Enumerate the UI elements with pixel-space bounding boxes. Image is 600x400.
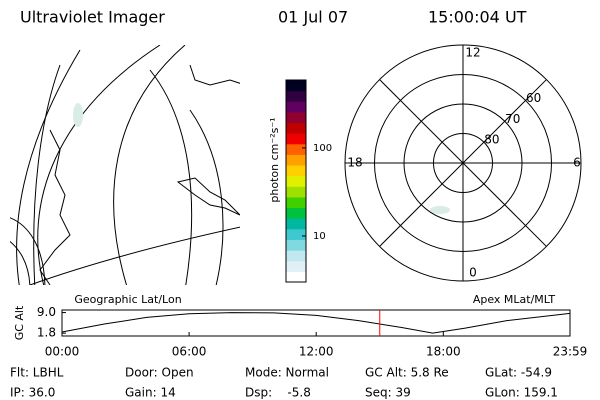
colorbar-label: photon cm⁻²s⁻¹ [268,117,281,202]
colorbar-step [286,133,306,145]
colorbar-step [286,143,306,155]
polar-ring [374,74,552,252]
status-field: GLon: 159.1 [485,386,558,400]
polar-mlt-label: 18 [347,156,362,170]
polar-ring-label: 80 [484,133,499,147]
meridian [37,45,161,285]
status-field: Flt: LBHL [10,366,64,380]
polar-ring [403,103,523,223]
colorbar-tick-label: 10 [313,231,326,242]
meridian [16,49,81,285]
colorbar-step [286,80,306,92]
x-tick-label: 00:00 [45,345,80,359]
parallel [10,217,46,285]
coastline [176,177,240,216]
polar-spoke [379,79,547,247]
altitude-line [61,312,571,334]
x-tick-label: 18:00 [426,345,461,359]
coastline [39,129,71,285]
meridian [149,69,193,285]
colorbar-frame [285,79,307,283]
aurora-patch [430,206,450,214]
aurora-patch [73,103,83,127]
map-label: Geographic Lat/Lon [74,293,181,306]
polar-mlt-label: 0 [469,266,477,280]
status-field: Door: Open [125,366,194,380]
x-tick-label: 06:00 [172,345,207,359]
colorbar-step [286,101,306,113]
time: 15:00:04 UT [428,8,527,27]
colorbar-step [286,228,306,240]
colorbar-tick-label: 100 [313,143,332,154]
date: 01 Jul 07 [278,8,348,27]
colorbar-step [286,186,306,198]
colorbar-step [286,111,306,124]
colorbar-step [286,239,306,251]
polar-label: Apex MLat/MLT [473,293,556,306]
colorbar-step [286,271,306,283]
colorbar-step [286,175,306,187]
colorbar-step [286,165,306,177]
meridian [113,45,186,285]
status-field: GLat: -54.9 [485,366,552,380]
status-field: Seq: 39 [365,386,411,400]
status-field: Gain: 14 [125,386,176,400]
polar-mlt-label: 12 [465,46,480,60]
x-tick-label: 23:59 [553,345,588,359]
y-tick-label: 9.0 [37,305,56,319]
colorbar-step [286,196,306,209]
parallel [29,226,240,285]
colorbar-step [286,122,306,134]
meridian [189,109,224,285]
status-field: Dsp: -5.8 [245,386,311,400]
colorbar-step [286,250,306,262]
coastline [189,64,240,86]
polar-ring-label: 60 [526,91,541,105]
colorbar-step [286,90,306,102]
status-field: IP: 36.0 [10,386,55,400]
colorbar-step [286,260,306,272]
meridian [33,64,61,285]
colorbar-step [286,207,306,219]
title: Ultraviolet Imager [20,8,165,27]
colorbar-step [286,154,306,166]
x-tick-label: 12:00 [299,345,334,359]
parallel [10,240,31,285]
polar-mlt-label: 6 [573,156,581,170]
map [10,45,240,285]
y-tick-label: 1.8 [37,326,56,340]
polar-ring [433,133,493,193]
status-field: Mode: Normal [245,366,329,380]
y-axis-label: GC Alt [13,305,26,340]
colorbar-step [286,218,306,230]
status-field: GC Alt: 5.8 Re [365,366,449,380]
polar-ring-label: 70 [505,112,520,126]
